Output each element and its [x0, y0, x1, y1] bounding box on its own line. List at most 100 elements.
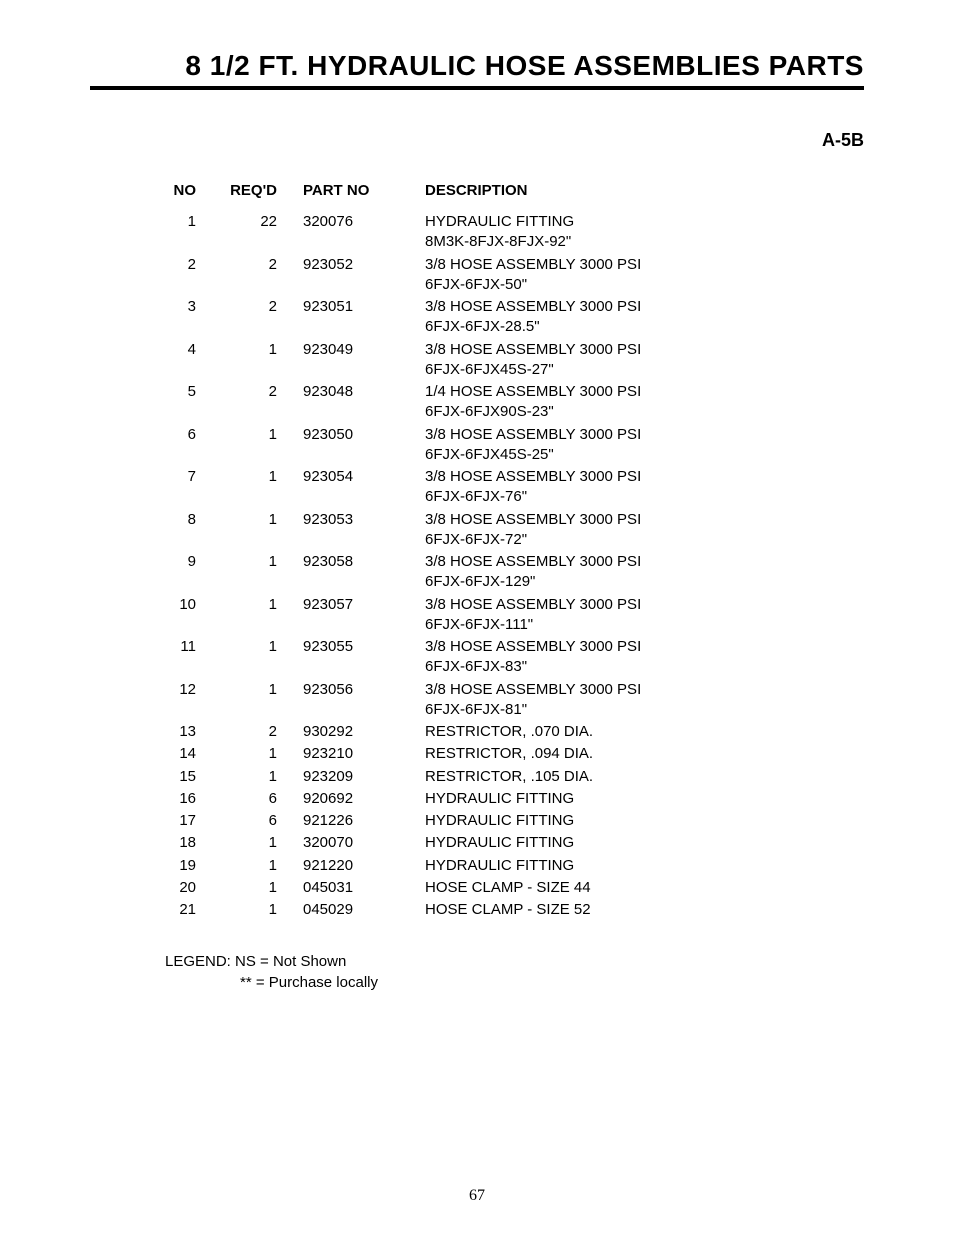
table-row: 122320076HYDRAULIC FITTING8M3K-8FJX-8FJX… — [140, 211, 766, 254]
table-row: 151923209RESTRICTOR, .105 DIA. — [140, 766, 766, 788]
cell-description: 3/8 HOSE ASSEMBLY 3000 PSI6FJX-6FJX-111" — [424, 594, 766, 637]
col-header-part: PART NO — [302, 181, 424, 211]
cell-no: 17 — [140, 810, 221, 832]
cell-reqd: 1 — [221, 594, 302, 637]
cell-reqd: 1 — [221, 832, 302, 854]
table-body: 122320076HYDRAULIC FITTING8M3K-8FJX-8FJX… — [140, 211, 766, 921]
table-row: 719230543/8 HOSE ASSEMBLY 3000 PSI6FJX-6… — [140, 466, 766, 509]
table-row: 529230481/4 HOSE ASSEMBLY 3000 PSI6FJX-6… — [140, 381, 766, 424]
cell-part-no: 320070 — [302, 832, 424, 854]
cell-description: 3/8 HOSE ASSEMBLY 3000 PSI6FJX-6FJX-76" — [424, 466, 766, 509]
page: 8 1/2 FT. HYDRAULIC HOSE ASSEMBLIES PART… — [0, 0, 954, 1235]
cell-description: HYDRAULIC FITTING8M3K-8FJX-8FJX-92" — [424, 211, 766, 254]
table-row: 229230523/8 HOSE ASSEMBLY 3000 PSI6FJX-6… — [140, 254, 766, 297]
cell-no: 5 — [140, 381, 221, 424]
cell-reqd: 1 — [221, 551, 302, 594]
cell-part-no: 045031 — [302, 877, 424, 899]
cell-description: 3/8 HOSE ASSEMBLY 3000 PSI6FJX-6FJX-72" — [424, 509, 766, 552]
table-row: 619230503/8 HOSE ASSEMBLY 3000 PSI6FJX-6… — [140, 424, 766, 467]
cell-no: 10 — [140, 594, 221, 637]
table-row: 141923210RESTRICTOR, .094 DIA. — [140, 743, 766, 765]
cell-description: HYDRAULIC FITTING — [424, 855, 766, 877]
cell-description: RESTRICTOR, .105 DIA. — [424, 766, 766, 788]
cell-part-no: 923054 — [302, 466, 424, 509]
cell-reqd: 6 — [221, 810, 302, 832]
cell-description: HYDRAULIC FITTING — [424, 810, 766, 832]
table-row: 132930292RESTRICTOR, .070 DIA. — [140, 721, 766, 743]
cell-reqd: 22 — [221, 211, 302, 254]
cell-reqd: 1 — [221, 466, 302, 509]
table-row: 919230583/8 HOSE ASSEMBLY 3000 PSI6FJX-6… — [140, 551, 766, 594]
cell-description: 3/8 HOSE ASSEMBLY 3000 PSI6FJX-6FJX-83" — [424, 636, 766, 679]
cell-reqd: 1 — [221, 899, 302, 921]
table-row: 191921220HYDRAULIC FITTING — [140, 855, 766, 877]
cell-description: 3/8 HOSE ASSEMBLY 3000 PSI6FJX-6FJX-50" — [424, 254, 766, 297]
cell-no: 7 — [140, 466, 221, 509]
table-row: 419230493/8 HOSE ASSEMBLY 3000 PSI6FJX-6… — [140, 339, 766, 382]
cell-no: 11 — [140, 636, 221, 679]
parts-table: NO REQ'D PART NO DESCRIPTION 122320076HY… — [140, 181, 766, 921]
table-row: 176921226HYDRAULIC FITTING — [140, 810, 766, 832]
cell-description: 3/8 HOSE ASSEMBLY 3000 PSI6FJX-6FJX45S-2… — [424, 424, 766, 467]
cell-description: HOSE CLAMP - SIZE 52 — [424, 899, 766, 921]
parts-table-wrap: NO REQ'D PART NO DESCRIPTION 122320076HY… — [140, 181, 864, 921]
cell-reqd: 1 — [221, 855, 302, 877]
page-number: 67 — [0, 1187, 954, 1205]
table-row: 201045031HOSE CLAMP - SIZE 44 — [140, 877, 766, 899]
table-row: 1119230553/8 HOSE ASSEMBLY 3000 PSI6FJX-… — [140, 636, 766, 679]
cell-part-no: 923210 — [302, 743, 424, 765]
cell-part-no: 320076 — [302, 211, 424, 254]
legend: LEGEND: NS = Not Shown ** = Purchase loc… — [165, 951, 864, 993]
cell-description: 3/8 HOSE ASSEMBLY 3000 PSI6FJX-6FJX-129" — [424, 551, 766, 594]
cell-no: 13 — [140, 721, 221, 743]
table-row: 819230533/8 HOSE ASSEMBLY 3000 PSI6FJX-6… — [140, 509, 766, 552]
table-row: 1019230573/8 HOSE ASSEMBLY 3000 PSI6FJX-… — [140, 594, 766, 637]
cell-no: 4 — [140, 339, 221, 382]
cell-part-no: 923053 — [302, 509, 424, 552]
cell-part-no: 923050 — [302, 424, 424, 467]
cell-reqd: 1 — [221, 766, 302, 788]
cell-reqd: 1 — [221, 339, 302, 382]
cell-part-no: 923055 — [302, 636, 424, 679]
cell-reqd: 2 — [221, 296, 302, 339]
cell-no: 20 — [140, 877, 221, 899]
cell-reqd: 2 — [221, 721, 302, 743]
page-title: 8 1/2 FT. HYDRAULIC HOSE ASSEMBLIES PART… — [90, 50, 864, 90]
cell-reqd: 1 — [221, 509, 302, 552]
cell-reqd: 1 — [221, 679, 302, 722]
cell-no: 1 — [140, 211, 221, 254]
cell-reqd: 2 — [221, 381, 302, 424]
cell-part-no: 923056 — [302, 679, 424, 722]
cell-description: 3/8 HOSE ASSEMBLY 3000 PSI6FJX-6FJX-28.5… — [424, 296, 766, 339]
table-row: 166920692HYDRAULIC FITTING — [140, 788, 766, 810]
col-header-reqd: REQ'D — [221, 181, 302, 211]
table-row: 1219230563/8 HOSE ASSEMBLY 3000 PSI6FJX-… — [140, 679, 766, 722]
legend-line-2: ** = Purchase locally — [165, 972, 864, 993]
cell-part-no: 923051 — [302, 296, 424, 339]
cell-reqd: 1 — [221, 424, 302, 467]
cell-part-no: 923049 — [302, 339, 424, 382]
cell-part-no: 930292 — [302, 721, 424, 743]
cell-reqd: 1 — [221, 877, 302, 899]
cell-no: 9 — [140, 551, 221, 594]
cell-description: HOSE CLAMP - SIZE 44 — [424, 877, 766, 899]
cell-no: 15 — [140, 766, 221, 788]
cell-part-no: 923052 — [302, 254, 424, 297]
legend-line-1: LEGEND: NS = Not Shown — [165, 951, 864, 972]
cell-reqd: 1 — [221, 743, 302, 765]
cell-reqd: 2 — [221, 254, 302, 297]
table-row: 329230513/8 HOSE ASSEMBLY 3000 PSI6FJX-6… — [140, 296, 766, 339]
col-header-desc: DESCRIPTION — [424, 181, 766, 211]
cell-no: 6 — [140, 424, 221, 467]
cell-part-no: 920692 — [302, 788, 424, 810]
cell-no: 18 — [140, 832, 221, 854]
cell-part-no: 923057 — [302, 594, 424, 637]
cell-no: 8 — [140, 509, 221, 552]
cell-no: 3 — [140, 296, 221, 339]
section-code: A-5B — [90, 130, 864, 151]
cell-no: 16 — [140, 788, 221, 810]
cell-no: 21 — [140, 899, 221, 921]
col-header-no: NO — [140, 181, 221, 211]
cell-part-no: 921220 — [302, 855, 424, 877]
cell-no: 14 — [140, 743, 221, 765]
